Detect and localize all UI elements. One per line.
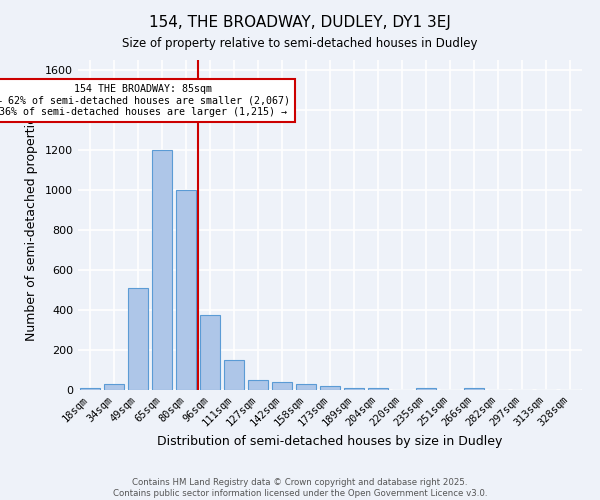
- Text: 154, THE BROADWAY, DUDLEY, DY1 3EJ: 154, THE BROADWAY, DUDLEY, DY1 3EJ: [149, 15, 451, 30]
- Bar: [200, 315, 220, 390]
- Bar: [296, 384, 316, 390]
- Bar: [176, 190, 196, 390]
- Bar: [104, 384, 124, 390]
- Bar: [320, 386, 340, 390]
- Y-axis label: Number of semi-detached properties: Number of semi-detached properties: [25, 110, 38, 340]
- Bar: [344, 388, 364, 390]
- Bar: [368, 388, 388, 390]
- Bar: [128, 288, 148, 390]
- Text: Contains HM Land Registry data © Crown copyright and database right 2025.
Contai: Contains HM Land Registry data © Crown c…: [113, 478, 487, 498]
- Bar: [272, 382, 292, 390]
- Bar: [248, 380, 268, 390]
- X-axis label: Distribution of semi-detached houses by size in Dudley: Distribution of semi-detached houses by …: [157, 436, 503, 448]
- Bar: [152, 150, 172, 390]
- Bar: [80, 388, 100, 390]
- Text: 154 THE BROADWAY: 85sqm
← 62% of semi-detached houses are smaller (2,067)
36% of: 154 THE BROADWAY: 85sqm ← 62% of semi-de…: [0, 84, 290, 117]
- Bar: [224, 360, 244, 390]
- Bar: [464, 388, 484, 390]
- Text: Size of property relative to semi-detached houses in Dudley: Size of property relative to semi-detach…: [122, 38, 478, 51]
- Bar: [416, 388, 436, 390]
